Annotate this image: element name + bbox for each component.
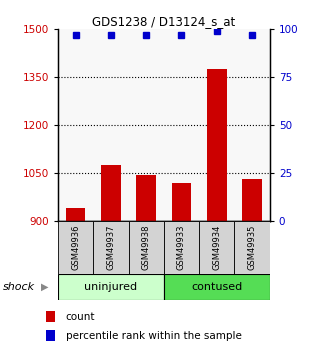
Bar (164, 221, 199, 274)
Text: count: count (66, 312, 95, 322)
Bar (172, 183, 191, 221)
Text: percentile rank within the sample: percentile rank within the sample (66, 331, 242, 341)
Bar (58, 221, 93, 274)
Text: GSM49933: GSM49933 (177, 225, 186, 270)
Bar (46, 330, 55, 341)
Bar (58, 274, 164, 300)
Bar (242, 179, 262, 221)
Text: contused: contused (191, 282, 242, 292)
Bar (136, 175, 156, 221)
Bar (93, 221, 128, 274)
Text: GSM49936: GSM49936 (71, 225, 80, 270)
Text: uninjured: uninjured (84, 282, 137, 292)
Bar (66, 208, 85, 221)
Bar (128, 221, 164, 274)
Text: GSM49934: GSM49934 (212, 225, 221, 270)
Bar (207, 69, 226, 221)
Bar (46, 311, 55, 322)
Text: ▶: ▶ (41, 282, 49, 292)
Bar (164, 274, 270, 300)
Text: GSM49938: GSM49938 (142, 225, 151, 270)
Text: GSM49935: GSM49935 (248, 225, 257, 270)
Text: shock: shock (3, 282, 35, 292)
Title: GDS1238 / D13124_s_at: GDS1238 / D13124_s_at (92, 15, 235, 28)
Text: GSM49937: GSM49937 (106, 225, 116, 270)
Bar (234, 221, 270, 274)
Bar (101, 165, 120, 221)
Bar (199, 221, 234, 274)
